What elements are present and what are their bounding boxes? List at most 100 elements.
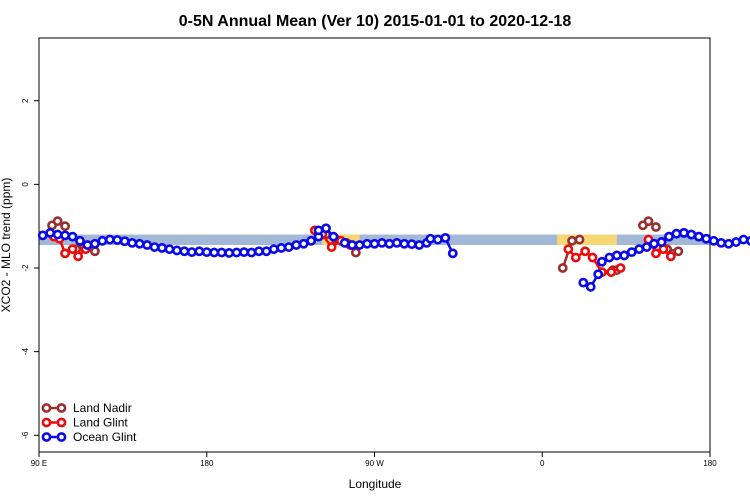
data-point	[634, 244, 645, 255]
legend-label: Ocean Glint	[73, 430, 137, 444]
data-point	[134, 238, 145, 249]
data-point	[708, 235, 719, 246]
y-tick-label: 2	[21, 98, 30, 103]
data-point	[701, 233, 712, 244]
y-tick-label: -6	[21, 431, 30, 439]
data-point	[593, 269, 604, 280]
data-point	[587, 252, 598, 263]
data-point	[716, 238, 727, 248]
data-point	[611, 250, 622, 261]
data-point	[60, 230, 70, 241]
data-point	[731, 237, 741, 247]
y-tick-label: 0	[21, 182, 30, 187]
data-point	[231, 247, 242, 258]
data-point	[201, 247, 212, 258]
data-point	[578, 277, 589, 288]
data-point	[606, 267, 617, 278]
data-point	[186, 247, 197, 258]
data-point	[723, 238, 734, 249]
data-point	[52, 216, 63, 227]
data-point	[649, 238, 659, 249]
data-point	[119, 236, 130, 247]
y-axis: 2 0 -2 -4 -6	[21, 98, 39, 439]
data-point	[216, 247, 227, 258]
data-point	[82, 240, 93, 250]
data-point	[665, 251, 676, 262]
data-point	[354, 240, 365, 250]
legend-marker	[41, 417, 52, 428]
data-point	[339, 238, 350, 248]
data-point	[391, 238, 402, 248]
data-point	[328, 231, 339, 242]
data-point	[656, 237, 667, 247]
data-point	[746, 236, 750, 246]
data-point	[570, 252, 581, 263]
data-point	[615, 263, 626, 273]
data-point	[384, 238, 395, 249]
data-point	[37, 230, 48, 241]
legend-label: Land Glint	[73, 416, 128, 430]
legend-marker	[56, 432, 67, 442]
data-point	[414, 240, 425, 250]
data-point	[362, 238, 372, 249]
x-tick-label: 180	[200, 459, 214, 468]
reference-band-highlight	[557, 234, 617, 245]
y-tick-label: -2	[21, 264, 30, 272]
data-point	[686, 229, 697, 240]
data-point	[149, 242, 160, 252]
data-point	[73, 251, 84, 262]
series-layer	[37, 216, 750, 292]
data-point	[350, 247, 361, 258]
data-point	[585, 281, 596, 292]
data-point	[619, 250, 630, 261]
y-tick-label: -4	[21, 348, 30, 356]
data-point	[224, 248, 235, 258]
y-axis-label: XCO2 - MLO trend (ppm)	[0, 178, 13, 313]
data-point	[60, 221, 70, 232]
data-point	[313, 225, 324, 236]
x-tick-label: 0	[540, 459, 545, 468]
data-point	[679, 227, 689, 238]
x-tick-label: 90 W	[365, 459, 384, 468]
data-point	[45, 227, 56, 238]
data-point	[246, 247, 257, 258]
data-point	[283, 242, 294, 252]
data-point	[321, 223, 331, 234]
data-point	[60, 248, 70, 259]
data-point	[574, 234, 585, 245]
x-axis: 90 E 180 90 W 0 180	[31, 452, 717, 468]
data-point	[673, 246, 684, 257]
data-point	[643, 216, 654, 227]
legend-marker	[56, 417, 67, 428]
data-point	[268, 244, 279, 255]
data-point	[738, 234, 749, 245]
data-point	[347, 240, 358, 250]
data-point	[651, 222, 661, 232]
data-point	[399, 238, 410, 249]
legend-marker	[41, 403, 52, 413]
data-point	[596, 256, 607, 267]
series-ocean-glint	[37, 223, 750, 292]
data-point	[425, 233, 436, 244]
x-tick-label: 180	[703, 459, 717, 468]
data-point	[209, 247, 220, 258]
data-point	[75, 235, 85, 246]
data-point	[52, 229, 63, 240]
data-point	[291, 240, 302, 250]
data-point	[298, 238, 309, 249]
data-point	[142, 240, 153, 250]
data-point	[261, 246, 272, 257]
data-point	[432, 234, 443, 245]
data-point	[440, 232, 451, 243]
data-point	[580, 246, 591, 257]
data-point	[369, 238, 380, 249]
data-point	[664, 231, 674, 242]
data-point	[254, 246, 264, 257]
data-point	[112, 235, 123, 245]
legend-label: Land Nadir	[73, 401, 132, 415]
data-point	[557, 263, 568, 273]
data-point	[447, 248, 458, 259]
data-point	[97, 235, 108, 246]
data-point	[626, 247, 637, 258]
